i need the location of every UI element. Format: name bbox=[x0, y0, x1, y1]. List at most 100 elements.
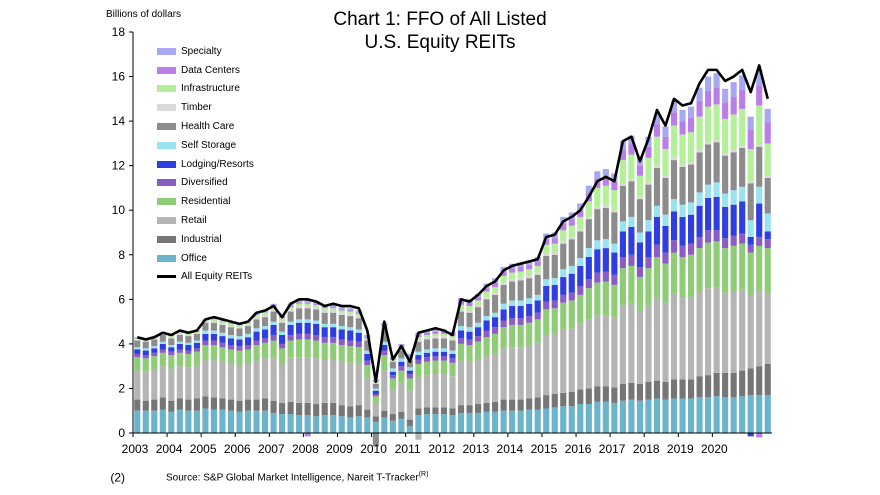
bar-segment-self-storage bbox=[577, 258, 584, 266]
legend-label: All Equity REITs bbox=[181, 271, 253, 283]
bar-stack bbox=[338, 307, 345, 433]
bar-segment-industrial bbox=[134, 399, 141, 411]
bar-segment-industrial bbox=[474, 404, 482, 413]
bar-segment-lodging-resorts bbox=[253, 331, 260, 341]
bar-segment-infrastructure bbox=[560, 230, 567, 242]
bar-segment-lodging-resorts bbox=[594, 249, 601, 273]
bar-segment-office bbox=[210, 409, 217, 433]
bar-segment-residential bbox=[406, 378, 413, 391]
x-tick-label: 2005 bbox=[190, 442, 217, 456]
bar-stack bbox=[432, 329, 439, 433]
bar-segment-retail bbox=[338, 361, 345, 406]
bar-segment-self-storage bbox=[628, 216, 635, 227]
bar-segment-retail bbox=[423, 375, 430, 408]
bar-stack bbox=[296, 300, 303, 433]
bar-segment-specialty bbox=[176, 331, 183, 333]
bar-segment-residential bbox=[244, 349, 252, 364]
bar-segment-lodging-resorts bbox=[526, 303, 533, 317]
bar-segment-diversified bbox=[227, 345, 235, 350]
legend-item: All Equity REITs bbox=[157, 268, 254, 287]
bar-segment-office bbox=[466, 412, 473, 433]
bar-stack bbox=[474, 293, 482, 433]
bar-segment-industrial bbox=[585, 388, 592, 405]
bar-segment-data-centers bbox=[466, 302, 473, 307]
bar-segment-diversified bbox=[560, 294, 567, 303]
bar-segment-health-care bbox=[432, 338, 439, 349]
bar-segment-office bbox=[423, 414, 430, 433]
bar-segment-lodging-resorts bbox=[713, 196, 720, 231]
x-tick-label: 2020 bbox=[701, 442, 728, 456]
bar-segment-infrastructure bbox=[287, 307, 294, 310]
bar-segment-infrastructure bbox=[722, 118, 729, 154]
bar-segment-health-care bbox=[423, 339, 430, 350]
bar-segment-self-storage bbox=[474, 322, 482, 328]
bar-segment-infrastructure bbox=[653, 136, 661, 166]
bar-segment-health-care bbox=[313, 309, 320, 321]
bar-segment-self-storage bbox=[304, 319, 311, 323]
bar-segment-data-centers bbox=[330, 307, 337, 309]
bar-segment-self-storage bbox=[338, 326, 345, 330]
bar-segment-residential bbox=[662, 263, 669, 303]
bar-segment-data-centers bbox=[492, 282, 499, 288]
bar-segment-health-care bbox=[602, 207, 609, 240]
bar-segment-office bbox=[440, 414, 448, 433]
bar-segment-diversified bbox=[747, 244, 754, 253]
bar-segment-residential bbox=[227, 349, 235, 364]
bar-stack bbox=[534, 257, 541, 433]
bar-segment-residential bbox=[474, 341, 482, 360]
bar-segment-diversified bbox=[764, 239, 771, 249]
bar-segment-retail bbox=[534, 342, 541, 398]
legend-label: Timber bbox=[181, 102, 212, 114]
bar-segment-self-storage bbox=[406, 367, 413, 371]
bar-segment-self-storage bbox=[739, 186, 746, 202]
bar-stack bbox=[185, 332, 192, 433]
bar-stack bbox=[509, 263, 516, 433]
bar-stack bbox=[219, 320, 226, 433]
bar-segment-diversified bbox=[492, 327, 499, 334]
legend-label: Specialty bbox=[181, 45, 222, 57]
bar-segment-timber bbox=[687, 162, 695, 165]
bar-segment-self-storage bbox=[526, 298, 533, 304]
bar-segment-residential bbox=[568, 300, 575, 329]
bar-segment-data-centers bbox=[534, 261, 541, 266]
bar-segment-office bbox=[645, 399, 652, 433]
bar-segment-data-centers bbox=[645, 146, 652, 158]
bar-segment-self-storage bbox=[509, 300, 516, 307]
bar-segment-residential bbox=[756, 245, 763, 291]
bar-segment-office bbox=[176, 409, 183, 433]
bar-segment-data-centers bbox=[577, 210, 584, 217]
bar-segment-diversified bbox=[449, 358, 456, 363]
negative-bar-health-care bbox=[372, 433, 379, 447]
bar-segment-health-care bbox=[406, 360, 413, 368]
bar-segment-data-centers bbox=[628, 144, 635, 155]
bar-segment-health-care bbox=[764, 177, 771, 214]
bar-segment-office bbox=[577, 404, 584, 433]
bar-segment-health-care bbox=[687, 164, 695, 203]
bar-segment-lodging-resorts bbox=[679, 216, 686, 246]
bar-segment-residential bbox=[287, 340, 294, 358]
bar-segment-lodging-resorts bbox=[227, 338, 235, 345]
bar-segment-retail bbox=[176, 366, 183, 399]
bar-segment-residential bbox=[500, 327, 507, 349]
bar-segment-data-centers bbox=[474, 297, 482, 301]
bar-segment-infrastructure bbox=[602, 185, 609, 206]
bar-segment-office bbox=[134, 410, 141, 433]
bar-segment-infrastructure bbox=[193, 331, 200, 333]
bar-stack bbox=[492, 278, 499, 433]
bar-segment-office bbox=[492, 411, 499, 433]
bar-segment-infrastructure bbox=[355, 313, 362, 317]
bar-segment-office bbox=[321, 415, 328, 433]
bar-segment-health-care bbox=[210, 322, 217, 331]
bar-segment-office bbox=[687, 398, 695, 433]
x-tick-label: 2015 bbox=[531, 442, 558, 456]
bar-segment-infrastructure bbox=[432, 333, 439, 337]
bar-segment-self-storage bbox=[176, 341, 183, 344]
bar-segment-health-care bbox=[645, 184, 652, 221]
bar-segment-residential bbox=[713, 241, 720, 288]
bar-segment-health-care bbox=[287, 311, 294, 322]
legend-label: Infrastructure bbox=[181, 83, 240, 95]
bar-segment-infrastructure bbox=[534, 265, 541, 273]
bar-segment-diversified bbox=[176, 349, 183, 353]
bar-segment-office bbox=[517, 410, 524, 433]
legend-swatch bbox=[157, 123, 176, 131]
